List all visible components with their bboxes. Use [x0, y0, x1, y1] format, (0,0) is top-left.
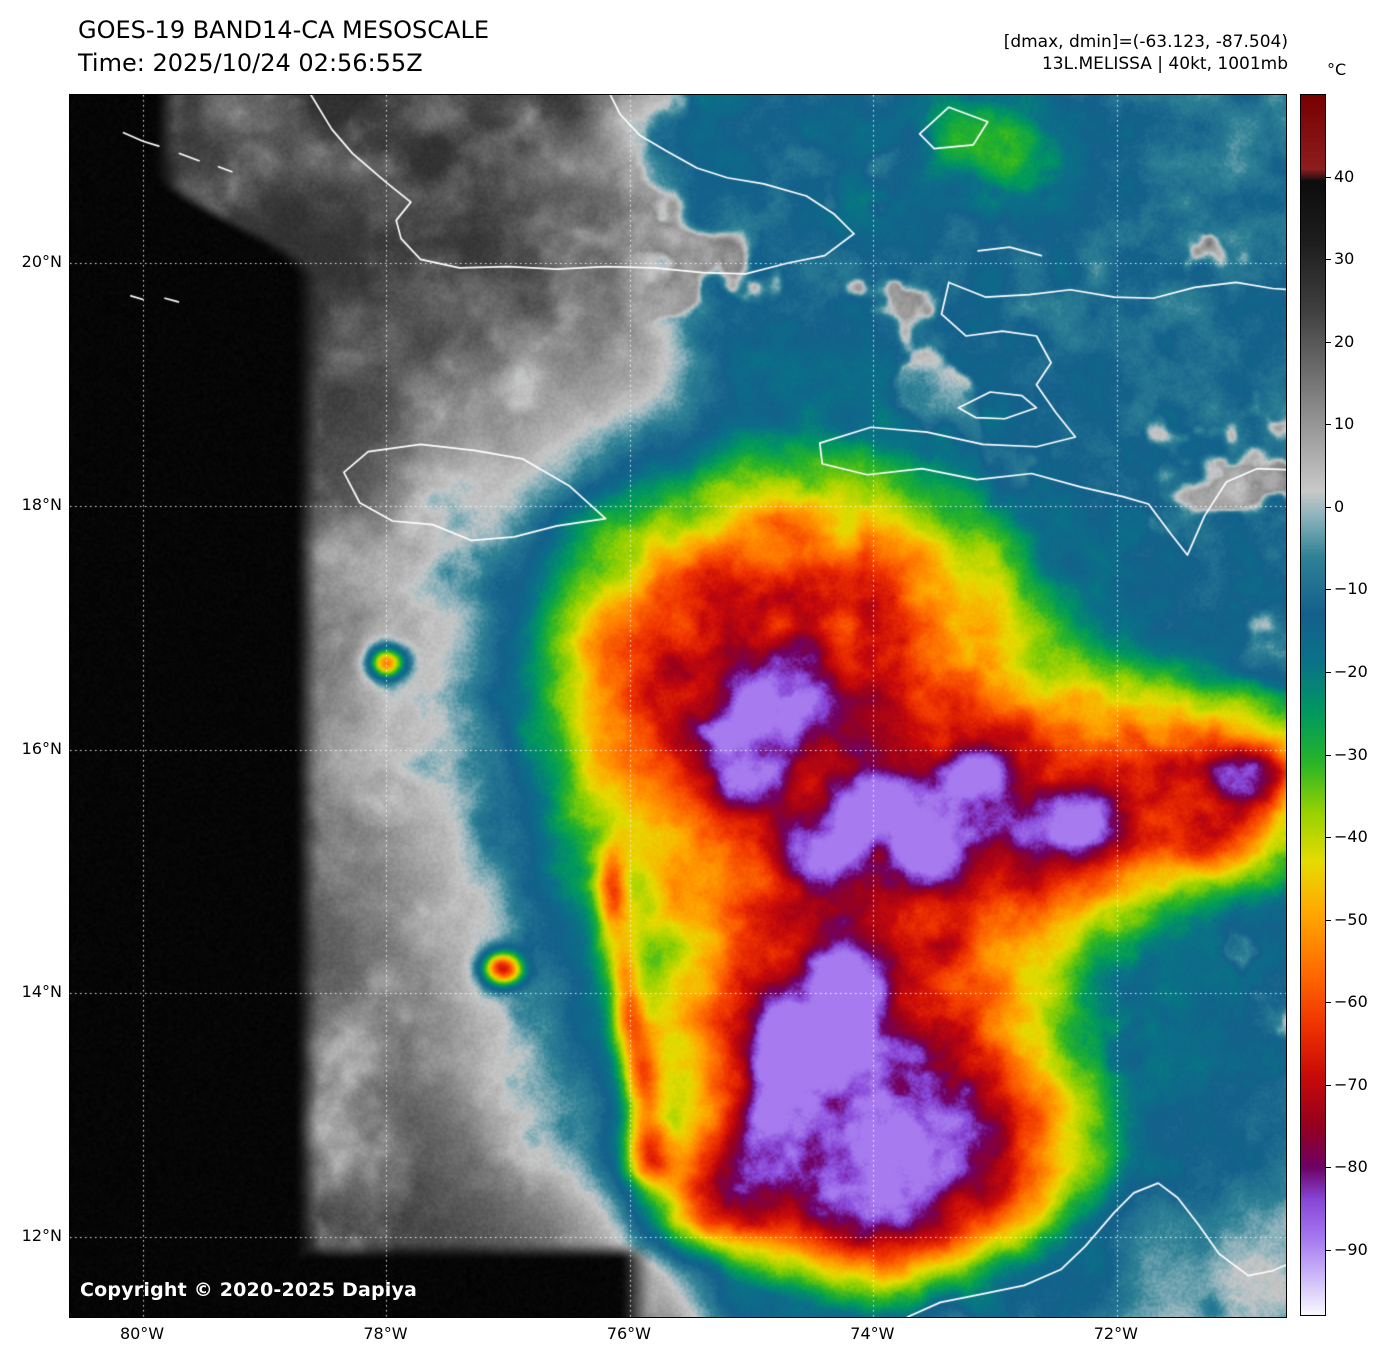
storm-info-label: 13L.MELISSA | 40kt, 1001mb — [1041, 54, 1288, 74]
colorbar-tick-label: −70 — [1334, 1074, 1368, 1094]
colorbar-tick-mark — [1326, 342, 1331, 343]
colorbar-tick-mark — [1326, 507, 1331, 508]
colorbar-tick-mark — [1326, 424, 1331, 425]
colorbar-tick-mark — [1326, 177, 1331, 178]
colorbar — [1300, 94, 1326, 1316]
lon-tick-label: 80°W — [119, 1324, 165, 1343]
colorbar-tick-label: −50 — [1334, 909, 1368, 929]
colorbar-tick-label: −80 — [1334, 1157, 1368, 1177]
colorbar-tick-label: −10 — [1334, 579, 1368, 599]
copyright-label: Copyright © 2020-2025 Dapiya — [80, 1279, 418, 1301]
colorbar-tick-mark — [1326, 1250, 1331, 1251]
lon-tick-label: 72°W — [1093, 1324, 1138, 1343]
title-block: GOES-19 BAND14-CA MESOSCALE Time: 2025/1… — [78, 14, 489, 80]
colorbar-tick-label: 20 — [1334, 331, 1355, 351]
lat-tick-label: 20°N — [21, 251, 62, 271]
lon-tick-label: 74°W — [850, 1324, 895, 1343]
colorbar-tick-label: 10 — [1334, 414, 1355, 434]
colorbar-tick-mark — [1326, 259, 1331, 260]
colorbar-tick-mark — [1326, 755, 1331, 756]
lat-tick-label: 16°N — [21, 738, 62, 758]
colorbar-tick-mark — [1326, 672, 1331, 673]
colorbar-tick-label: −90 — [1334, 1239, 1368, 1259]
colorbar-tick-label: −20 — [1334, 661, 1368, 681]
lon-tick-label: 78°W — [363, 1324, 408, 1343]
page-title: GOES-19 BAND14-CA MESOSCALE — [78, 16, 489, 44]
lat-tick-label: 14°N — [21, 982, 62, 1002]
colorbar-tick-mark — [1326, 837, 1331, 838]
time-label: Time: 2025/10/24 02:56:55Z — [78, 49, 423, 77]
colorbar-tick-mark — [1326, 920, 1331, 921]
colorbar-unit-label: °C — [1327, 60, 1347, 79]
colorbar-tick-label: 40 — [1334, 166, 1355, 186]
lon-tick-label: 76°W — [606, 1324, 651, 1343]
colorbar-tick-label: −60 — [1334, 992, 1368, 1012]
lat-tick-label: 18°N — [21, 495, 62, 515]
colorbar-tick-label: −40 — [1334, 827, 1368, 847]
colorbar-tick-mark — [1326, 1167, 1331, 1168]
colorbar-tick-label: −30 — [1334, 744, 1368, 764]
colorbar-tick-mark — [1326, 1085, 1331, 1086]
colorbar-tick-mark — [1326, 1002, 1331, 1003]
colorbar-gradient-canvas — [1301, 95, 1325, 1315]
map-plot: Copyright © 2020-2025 Dapiya — [69, 94, 1287, 1318]
dmax-dmin-label: [dmax, dmin]=(-63.123, -87.504) — [1003, 32, 1288, 52]
lat-tick-label: 12°N — [21, 1225, 62, 1245]
colorbar-tick-label: 30 — [1334, 249, 1355, 269]
satellite-canvas — [70, 95, 1286, 1317]
colorbar-tick-label: 0 — [1334, 496, 1345, 516]
colorbar-tick-mark — [1326, 589, 1331, 590]
info-block: [dmax, dmin]=(-63.123, -87.504) 13L.MELI… — [1004, 31, 1288, 75]
